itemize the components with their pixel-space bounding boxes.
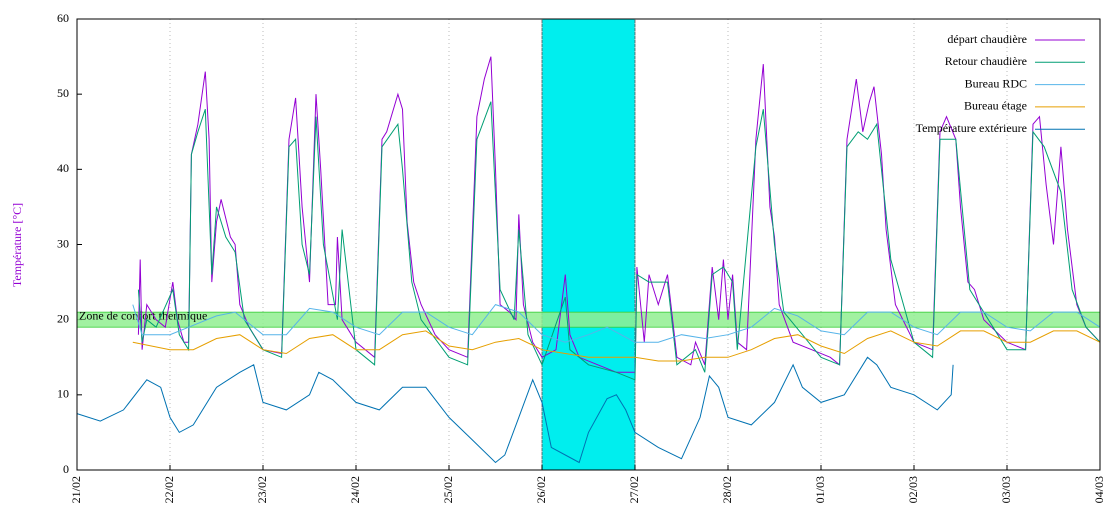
comfort-zone [76,311,1101,328]
y-axis-title: Température [°C] [10,203,24,287]
x-tick-label: 21/02 [69,476,83,503]
x-tick-label: 28/02 [720,476,734,503]
series-line [76,356,954,464]
series-line [132,304,1101,343]
x-tick-label: 01/03 [813,476,827,503]
legend-label: Bureau RDC [965,76,1027,90]
y-tick-label: 30 [57,236,69,250]
highlight-band [541,18,636,471]
legend-label: Température extérieure [916,121,1027,135]
y-tick-label: 50 [57,86,69,100]
x-tick-label: 03/03 [999,476,1013,503]
x-tick-label: 02/03 [906,476,920,503]
plot-frame [76,18,1101,471]
legend-label: Retour chaudière [945,54,1027,68]
y-tick-label: 20 [57,311,69,325]
series-line [137,56,1101,373]
x-tick-label: 26/02 [534,476,548,503]
x-tick-label: 23/02 [255,476,269,503]
x-tick-label: 04/03 [1092,476,1106,503]
series-line [137,101,1101,381]
comfort-zone-label: Zone de confort thermique [79,308,207,322]
x-tick-label: 25/02 [441,476,455,503]
x-tick-label: 22/02 [162,476,176,503]
y-tick-label: 60 [57,11,69,25]
y-tick-label: 10 [57,387,69,401]
x-tick-label: 24/02 [348,476,362,503]
series-line [132,330,1101,362]
legend-label: Bureau étage [964,99,1027,113]
x-tick-label: 27/02 [627,476,641,503]
y-tick-label: 0 [63,462,69,476]
y-tick-label: 40 [57,161,69,175]
legend-label: départ chaudière [947,32,1027,46]
